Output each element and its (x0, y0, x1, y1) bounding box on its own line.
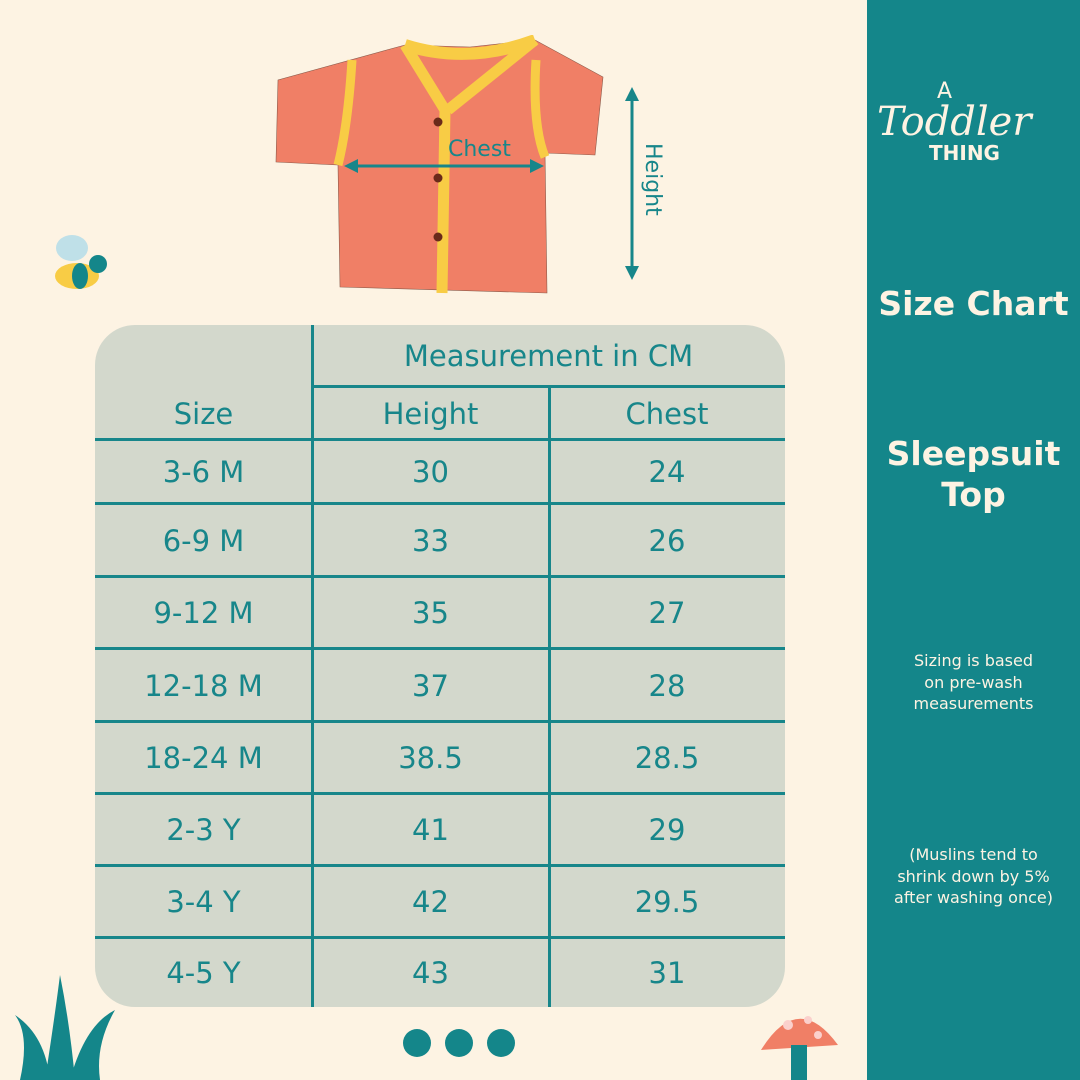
page-dot[interactable] (445, 1029, 473, 1057)
height-cell: 41 (412, 813, 449, 847)
header-size: Size (173, 396, 234, 431)
chest-cell: 29.5 (634, 885, 700, 919)
brand-logo: A Toddler THING (877, 79, 1034, 165)
shrink-note: (Muslins tend to shrink down by 5% after w… (894, 845, 1053, 908)
header-chest: Chest (625, 396, 709, 431)
button (433, 173, 443, 183)
chest-cell: 27 (648, 596, 686, 630)
height-cell: 35 (412, 596, 449, 630)
svg-text:A: A (937, 79, 952, 104)
size-cell: 3-6 M (162, 455, 245, 489)
size-chart-title: Size Chart (878, 284, 1069, 323)
shirt-illustration: Chest Height (275, 35, 665, 294)
size-cell: 4-5 Y (166, 955, 241, 990)
height-label: Height (640, 143, 665, 216)
chest-cell: 31 (648, 955, 686, 990)
grass-icon (15, 975, 115, 1080)
height-cell: 33 (412, 523, 449, 558)
chest-cell: 24 (648, 455, 686, 489)
sidebar: A Toddler THING Size Chart Sleepsuit Top … (867, 0, 1080, 1080)
svg-text:THING: THING (929, 141, 1000, 165)
svg-text:Toddler: Toddler (877, 99, 1034, 145)
chest-cell: 28 (648, 668, 686, 703)
height-cell: 42 (412, 885, 449, 919)
height-cell: 37 (412, 668, 449, 703)
page-dot[interactable] (487, 1029, 515, 1057)
chest-cell: 28.5 (634, 741, 700, 775)
page-dot[interactable] (403, 1029, 431, 1057)
chest-label: Chest (448, 137, 511, 162)
size-cell: 2-3 Y (166, 813, 241, 847)
button (433, 117, 443, 127)
height-cell: 38.5 (398, 741, 463, 775)
chest-cell: 26 (648, 523, 686, 558)
size-cell: 12-18 M (144, 668, 263, 703)
size-cell: 18-24 M (144, 741, 263, 775)
header-height: Height (382, 396, 479, 431)
bee-icon (55, 235, 107, 289)
height-cell: 43 (412, 955, 449, 990)
button (433, 232, 443, 242)
size-table: Measurement in CM Size Height Chest 3-6 … (95, 325, 785, 1007)
height-cell: 30 (412, 455, 449, 489)
sizing-note: Sizing is based on pre-wash measurements (913, 651, 1034, 714)
pagination-dots[interactable] (403, 1029, 515, 1057)
size-cell: 9-12 M (153, 596, 254, 630)
mushroom-icon (761, 1016, 838, 1080)
size-cell: 3-4 Y (166, 885, 241, 919)
size-cell: 6-9 M (162, 523, 245, 558)
product-name: Sleepsuit Top (886, 434, 1061, 515)
chest-cell: 29 (648, 813, 686, 847)
measurement-header: Measurement in CM (403, 339, 694, 373)
